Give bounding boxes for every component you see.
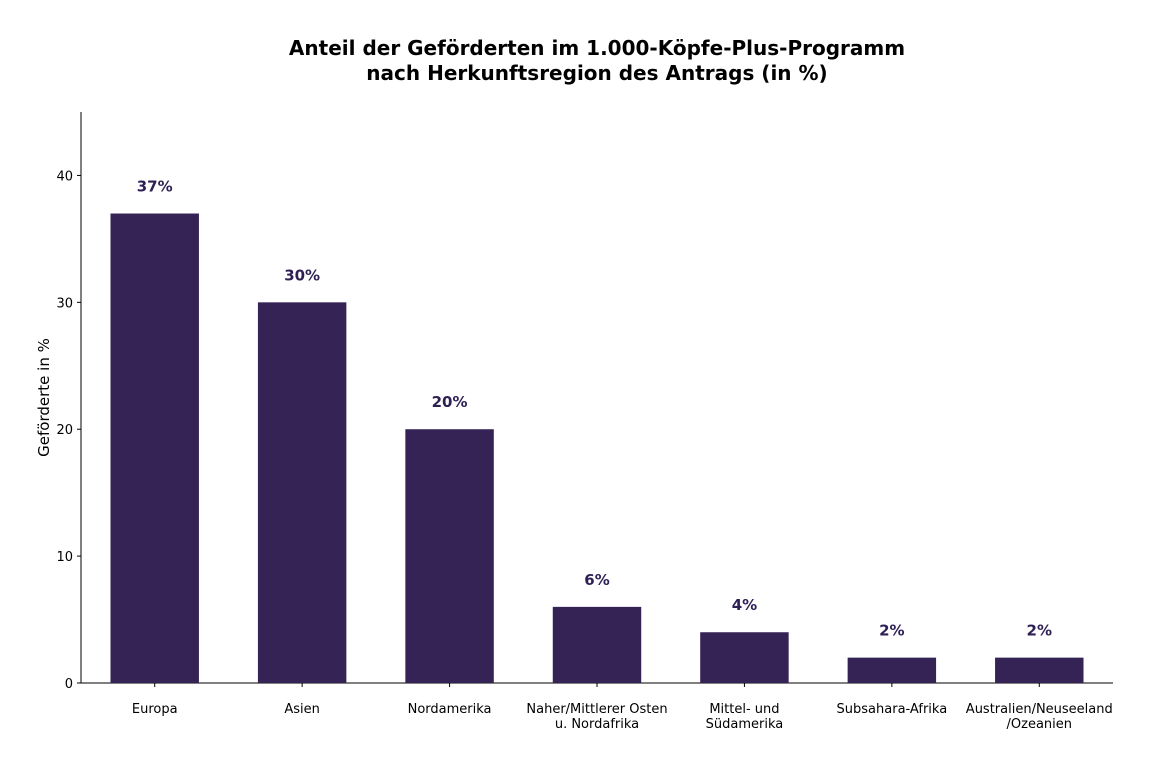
axes bbox=[80, 112, 1113, 684]
x-tick-label: /Ozeanien bbox=[1007, 717, 1073, 732]
bar bbox=[405, 429, 494, 683]
data-label: 20% bbox=[432, 393, 468, 411]
x-tick-labels: Europa Asien Nordamerika Naher/Mittlerer Os… bbox=[132, 683, 1113, 732]
x-tick-label: Nordamerika bbox=[408, 702, 492, 717]
y-tick-label: 30 bbox=[56, 296, 73, 311]
bar bbox=[700, 632, 789, 683]
chart-title: Anteil der Geförderten im 1.000-Köpfe-Pl… bbox=[289, 36, 905, 85]
x-tick-label: u. Nordafrika bbox=[555, 717, 639, 732]
y-tick-label: 10 bbox=[56, 550, 73, 565]
y-tick-label: 40 bbox=[56, 169, 73, 184]
data-labels: 37% 30% 20% 6% 4% 2% 2% bbox=[137, 178, 1052, 640]
data-label: 2% bbox=[879, 622, 904, 640]
x-tick-label: Subsahara-Afrika bbox=[837, 702, 948, 717]
bar bbox=[995, 657, 1084, 683]
data-label: 37% bbox=[137, 178, 173, 196]
x-tick-label: Naher/Mittlerer Osten bbox=[526, 702, 667, 717]
y-ticks: 0 10 20 30 40 bbox=[56, 169, 81, 692]
x-tick-label: Europa bbox=[132, 702, 178, 717]
bar bbox=[110, 213, 199, 683]
bar bbox=[847, 657, 937, 683]
data-label: 4% bbox=[732, 596, 757, 614]
y-tick-label: 20 bbox=[56, 423, 73, 438]
bars bbox=[110, 213, 1084, 683]
chart-title-line: nach Herkunftsregion des Antrags (in %) bbox=[366, 61, 827, 85]
y-axis-label: Geförderte in % bbox=[35, 338, 53, 457]
data-label: 2% bbox=[1027, 622, 1052, 640]
x-tick-label: Australien/Neuseeland bbox=[966, 702, 1113, 717]
y-tick-label: 0 bbox=[65, 677, 73, 692]
bar bbox=[552, 606, 642, 683]
chart-title-line: Anteil der Geförderten im 1.000-Köpfe-Pl… bbox=[289, 36, 905, 60]
bar bbox=[257, 302, 347, 683]
data-label: 30% bbox=[284, 266, 320, 284]
data-label: 6% bbox=[584, 571, 609, 589]
x-tick-label: Mittel- und bbox=[709, 702, 779, 717]
x-tick-label: Asien bbox=[284, 702, 320, 717]
x-tick-label: Südamerika bbox=[706, 717, 784, 732]
